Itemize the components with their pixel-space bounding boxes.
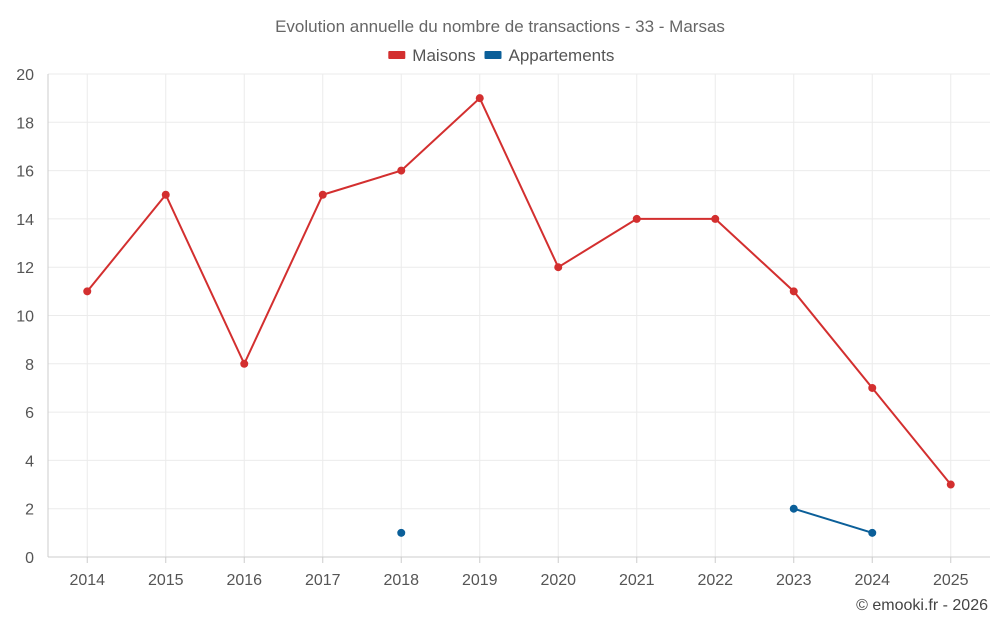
y-tick-label: 6 [25, 405, 34, 422]
x-tick-label: 2023 [776, 572, 812, 589]
x-tick-label: 2016 [226, 572, 262, 589]
data-point-maisons[interactable] [83, 287, 92, 296]
y-tick-label: 10 [16, 309, 34, 326]
x-tick-label: 2019 [462, 572, 498, 589]
legend-label: Appartements [509, 46, 615, 65]
series-line-maisons [86, 96, 952, 486]
chart-title: Evolution annuelle du nombre de transact… [275, 17, 725, 36]
data-point-maisons[interactable] [318, 190, 327, 199]
y-tick-label: 20 [16, 67, 34, 84]
series-appartements [397, 504, 877, 537]
x-tick-label: 2021 [619, 572, 655, 589]
y-tick-label: 2 [25, 502, 34, 519]
legend-swatch [484, 51, 502, 59]
legend-item-maisons[interactable]: Maisons [388, 46, 476, 65]
x-tick-label: 2020 [540, 572, 576, 589]
y-tick-label: 12 [16, 260, 34, 277]
data-point-maisons[interactable] [161, 190, 170, 199]
legend-swatch [388, 51, 406, 59]
data-point-appartements[interactable] [789, 504, 798, 513]
data-point-appartements[interactable] [868, 528, 877, 537]
y-tick-label: 8 [25, 357, 34, 374]
series-line-appartements [793, 507, 873, 534]
data-point-maisons[interactable] [868, 383, 877, 392]
legend: Maisons Appartements [388, 46, 614, 65]
series-maisons [83, 94, 955, 489]
y-tick-label: 14 [16, 212, 34, 229]
data-point-maisons[interactable] [789, 287, 798, 296]
data-point-maisons[interactable] [946, 480, 955, 489]
data-point-maisons[interactable] [397, 166, 406, 175]
legend-label: Maisons [412, 46, 475, 65]
y-tick-label: 18 [16, 115, 34, 132]
x-tick-label: 2015 [148, 572, 184, 589]
x-tick-label: 2014 [69, 572, 105, 589]
data-point-appartements[interactable] [397, 528, 406, 537]
data-point-maisons[interactable] [554, 263, 563, 272]
credit-text: © emooki.fr - 2026 [856, 597, 988, 614]
y-tick-label: 4 [25, 453, 34, 470]
x-tick-label: 2018 [383, 572, 419, 589]
axes: 0 2 4 6 8 10 12 14 16 18 20 2014 2015 2016 2017 2018 201… [16, 67, 990, 589]
y-tick-label: 16 [16, 164, 34, 181]
x-tick-label: 2022 [697, 572, 733, 589]
gridlines [48, 73, 990, 557]
data-point-maisons[interactable] [711, 214, 720, 223]
data-point-maisons[interactable] [632, 214, 641, 223]
data-point-maisons[interactable] [475, 94, 484, 103]
x-tick-label: 2025 [933, 572, 969, 589]
y-tick-label: 0 [25, 550, 34, 567]
x-tick-label: 2024 [854, 572, 890, 589]
x-tick-label: 2017 [305, 572, 341, 589]
series-layer [83, 94, 955, 537]
data-point-maisons[interactable] [240, 359, 249, 368]
legend-item-appartements[interactable]: Appartements [484, 46, 615, 65]
